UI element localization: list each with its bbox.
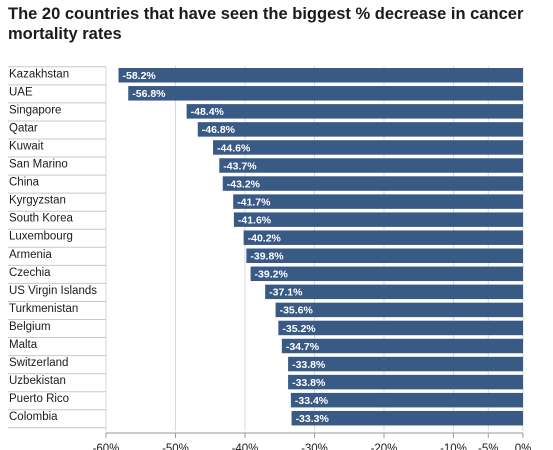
bar bbox=[246, 248, 523, 263]
value-label: -37.1% bbox=[269, 287, 303, 299]
bar bbox=[186, 104, 523, 119]
value-label: -39.8% bbox=[250, 251, 284, 263]
value-label: -33.8% bbox=[292, 377, 326, 389]
category-label: Kyrgyzstan bbox=[9, 195, 66, 207]
value-label: -41.7% bbox=[237, 196, 271, 208]
x-tick-label: 0% bbox=[515, 443, 532, 450]
x-tick-label: -60% bbox=[93, 443, 120, 450]
bar bbox=[233, 212, 523, 227]
category-label: Luxembourg bbox=[9, 231, 73, 243]
category-label: Uzbekistan bbox=[9, 375, 66, 387]
bar bbox=[118, 68, 523, 83]
bar bbox=[278, 320, 523, 336]
value-label: -39.2% bbox=[255, 269, 289, 281]
value-label: -33.4% bbox=[295, 395, 329, 407]
category-label: Czechia bbox=[9, 267, 51, 279]
category-label: Armenia bbox=[9, 249, 52, 261]
bar bbox=[233, 194, 523, 209]
value-label: -43.2% bbox=[227, 178, 261, 190]
bar bbox=[197, 122, 524, 137]
bar bbox=[222, 176, 523, 191]
category-label: Qatar bbox=[9, 122, 38, 134]
x-tick-label: -30% bbox=[301, 443, 328, 450]
value-label: -48.4% bbox=[191, 106, 225, 118]
value-label: -56.8% bbox=[132, 88, 166, 100]
value-label: -34.7% bbox=[286, 341, 320, 353]
category-label: South Korea bbox=[9, 213, 74, 225]
category-label: China bbox=[9, 177, 40, 189]
category-label: US Virgin Islands bbox=[9, 285, 97, 297]
category-label: Puerto Rico bbox=[9, 393, 69, 405]
category-label: Kuwait bbox=[9, 140, 44, 152]
category-label: Colombia bbox=[9, 411, 58, 423]
category-label: Kazakhstan bbox=[9, 68, 69, 80]
value-label: -35.6% bbox=[280, 305, 314, 317]
x-tick-label: -10% bbox=[440, 443, 467, 450]
bar bbox=[243, 230, 524, 245]
bar bbox=[275, 302, 523, 318]
value-label: -35.2% bbox=[282, 323, 316, 335]
value-label: -41.6% bbox=[238, 214, 272, 226]
value-label: -43.7% bbox=[223, 160, 257, 172]
bar bbox=[250, 266, 523, 282]
x-tick-label: -20% bbox=[371, 443, 398, 450]
bar bbox=[291, 410, 523, 426]
bar bbox=[219, 158, 523, 173]
category-label: Turkmenistan bbox=[9, 303, 78, 315]
value-label: -33.3% bbox=[296, 413, 330, 425]
x-tick-label: -50% bbox=[162, 443, 189, 450]
x-tick-label: -5% bbox=[478, 443, 498, 450]
value-label: -44.6% bbox=[217, 142, 251, 154]
bar bbox=[288, 374, 523, 390]
category-label: Belgium bbox=[9, 321, 51, 333]
category-label: Malta bbox=[9, 339, 38, 351]
category-label: Singapore bbox=[9, 104, 61, 116]
value-label: -33.8% bbox=[292, 359, 326, 371]
bar bbox=[281, 338, 523, 354]
bar bbox=[265, 284, 523, 300]
category-label: San Marino bbox=[9, 159, 68, 171]
bar bbox=[290, 392, 523, 408]
category-label: UAE bbox=[9, 86, 33, 98]
x-tick-label: -40% bbox=[232, 443, 259, 450]
bar bbox=[128, 86, 524, 101]
bar bbox=[288, 356, 523, 372]
value-label: -58.2% bbox=[123, 70, 157, 82]
bar bbox=[213, 140, 523, 155]
value-label: -46.8% bbox=[202, 124, 236, 136]
chart-title: The 20 countries that have seen the bigg… bbox=[8, 5, 524, 43]
category-label: Switzerland bbox=[9, 357, 68, 369]
value-label: -40.2% bbox=[248, 233, 282, 245]
